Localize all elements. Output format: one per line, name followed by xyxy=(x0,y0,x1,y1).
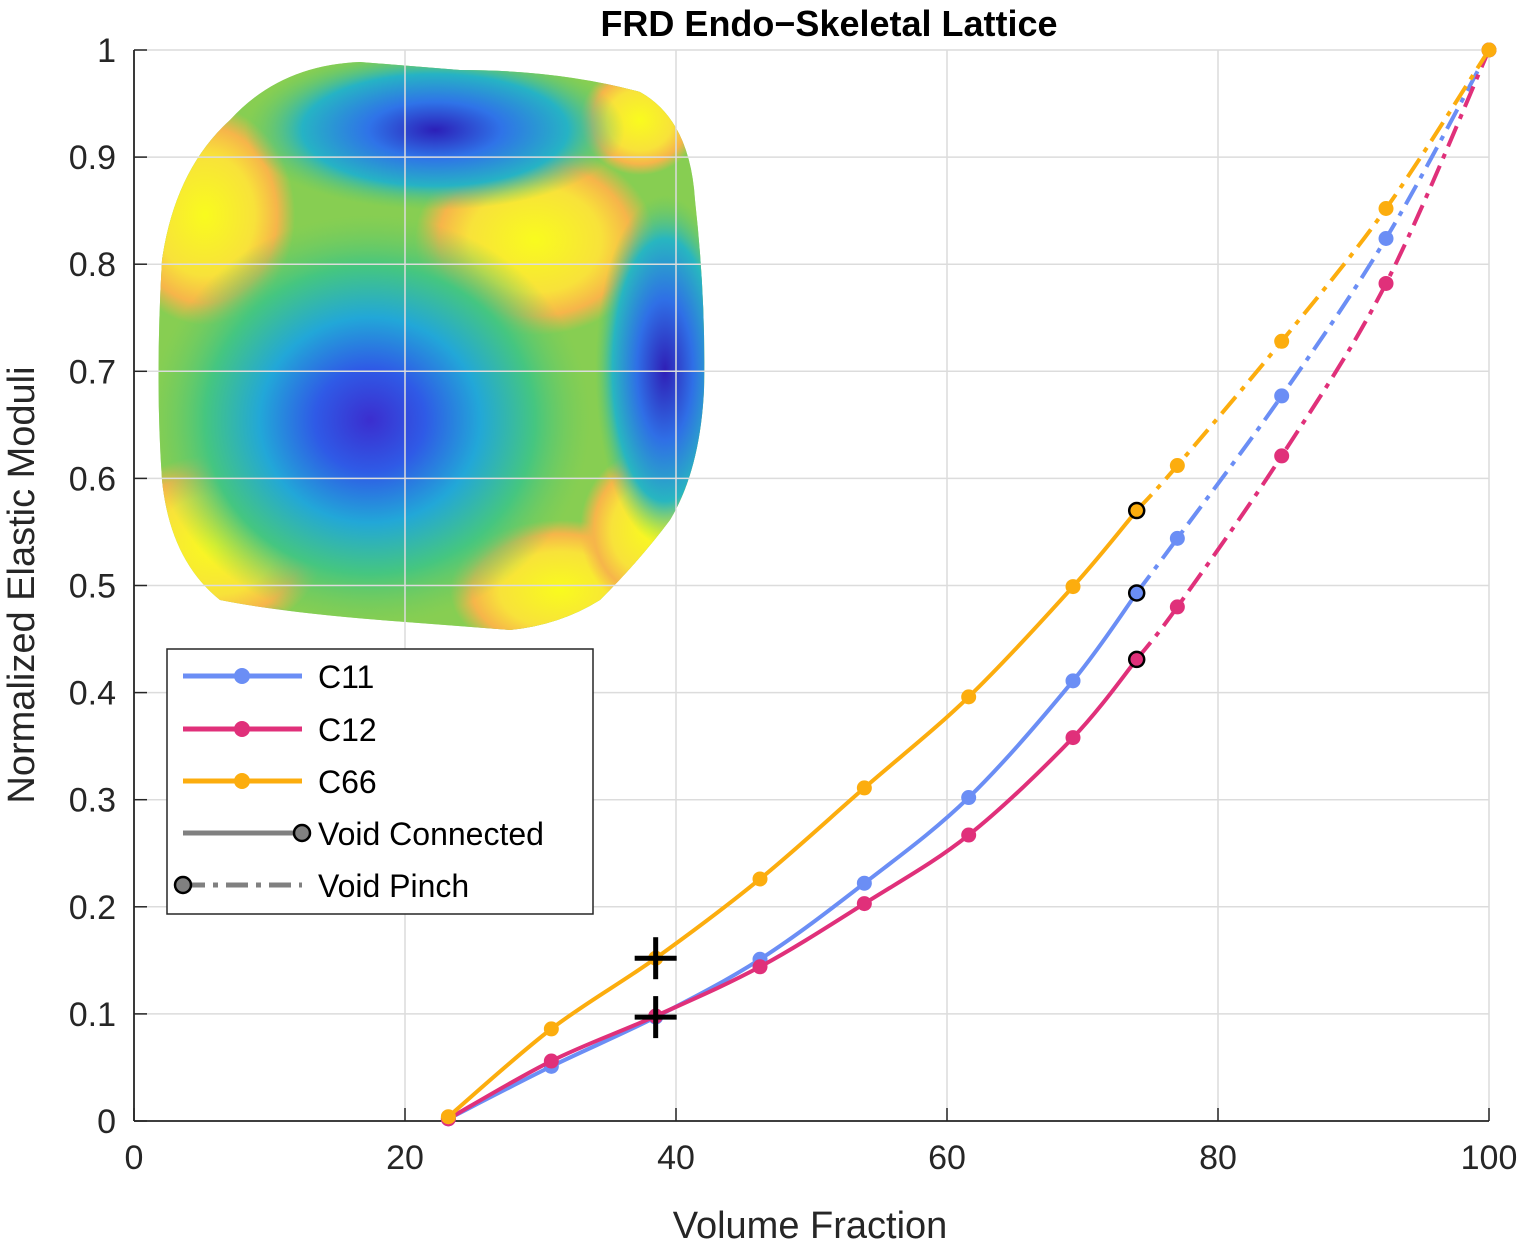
y-tick-label: 0 xyxy=(97,1103,116,1141)
series-line-c12-pinch xyxy=(1135,49,1491,661)
legend-label-c11: C11 xyxy=(318,659,374,695)
y-tick-label: 0.2 xyxy=(69,889,116,927)
plus-marker-1 xyxy=(634,937,677,980)
transition-point-c11 xyxy=(1127,584,1146,602)
series-line-c12-connected xyxy=(447,658,1139,1121)
data-point-c12 xyxy=(961,827,977,843)
data-point-c12 xyxy=(1169,599,1185,615)
x-tick-label: 100 xyxy=(1461,1139,1518,1177)
y-tick-label: 0.4 xyxy=(69,675,116,713)
y-tick-label: 0.5 xyxy=(69,568,116,606)
x-tick-label: 0 xyxy=(125,1139,144,1177)
data-point-c12 xyxy=(1378,275,1394,291)
x-tick-label: 80 xyxy=(1199,1139,1237,1177)
series-line-c11-pinch xyxy=(1135,49,1491,595)
series-line-c66-connected xyxy=(447,509,1139,1119)
data-point-c12 xyxy=(856,896,872,912)
transition-point-c12 xyxy=(1127,650,1146,669)
data-point-c66 xyxy=(440,1109,456,1125)
data-point-c66 xyxy=(1274,333,1290,349)
legend-label-void-connected: Void Connected xyxy=(318,816,544,852)
legend-label-c12: C12 xyxy=(318,712,377,748)
data-point-c12 xyxy=(752,959,768,975)
y-tick-label: 0.8 xyxy=(69,246,116,284)
series-line-c11-connected xyxy=(447,591,1139,1121)
legend-marker-c66 xyxy=(234,773,250,789)
data-point-c66 xyxy=(543,1021,559,1037)
x-axis-label: Volume Fraction xyxy=(673,1205,948,1244)
x-tick-label: 60 xyxy=(928,1139,966,1177)
plus-marker-2 xyxy=(634,996,677,1039)
lattice-surface-image xyxy=(158,62,705,630)
y-tick-label: 0.6 xyxy=(69,460,116,498)
legend-marker-void-connected xyxy=(292,823,312,843)
legend: C11 C12 C66 Void Connected Void Pinch xyxy=(166,648,594,915)
data-point-c11 xyxy=(856,875,872,891)
legend-label-c66: C66 xyxy=(318,764,377,800)
data-point-c11 xyxy=(1274,388,1290,404)
x-tick-label: 20 xyxy=(386,1139,424,1177)
y-tick-label: 0.9 xyxy=(69,139,116,177)
data-point-c11 xyxy=(1378,230,1394,246)
legend-label-void-pinch: Void Pinch xyxy=(318,868,469,904)
data-point-c66 xyxy=(752,871,768,887)
y-tick-label: 0.3 xyxy=(69,782,116,820)
data-point-c66 xyxy=(961,689,977,705)
chart-title: FRD Endo−Skeletal Lattice xyxy=(600,3,1057,44)
legend-marker-c12 xyxy=(234,721,250,737)
data-point-c66 xyxy=(1169,458,1185,474)
y-tick-label: 1 xyxy=(97,32,116,70)
data-point-c66 xyxy=(1481,42,1497,58)
data-point-c11 xyxy=(1169,530,1185,546)
data-point-c11 xyxy=(961,790,977,806)
data-point-c11 xyxy=(1065,673,1081,689)
x-tick-label: 40 xyxy=(657,1139,695,1177)
y-tick-label: 0.1 xyxy=(69,996,116,1034)
data-point-c66 xyxy=(1065,579,1081,595)
data-point-c66 xyxy=(1378,201,1394,217)
y-tick-label: 0.7 xyxy=(69,353,116,391)
legend-marker-c11 xyxy=(234,668,250,684)
series-line-c66-pinch xyxy=(1135,48,1491,512)
transition-point-c66 xyxy=(1127,501,1146,520)
y-axis-label: Normalized Elastic Moduli xyxy=(1,366,43,803)
data-point-c66 xyxy=(856,780,872,796)
legend-marker-void-pinch xyxy=(173,875,193,895)
data-point-c12 xyxy=(1274,448,1290,464)
data-point-c12 xyxy=(1065,730,1081,746)
data-point-c12 xyxy=(543,1053,559,1069)
